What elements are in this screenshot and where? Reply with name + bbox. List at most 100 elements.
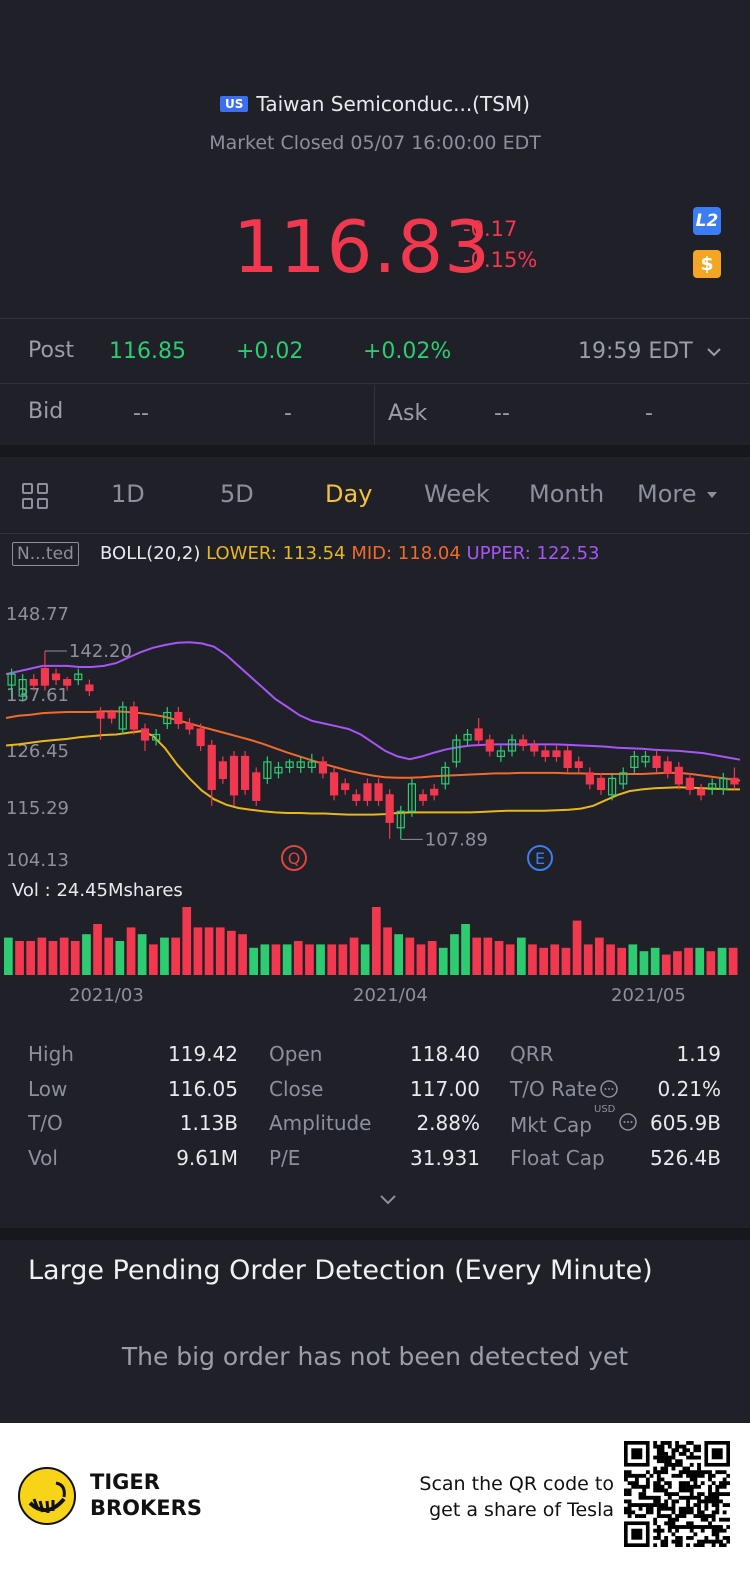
qr-module: [719, 1528, 723, 1533]
price-change-pct: -0.15%: [463, 248, 538, 272]
qr-module: [689, 1488, 694, 1493]
qr-module: [667, 1444, 672, 1449]
ask-size: -: [645, 401, 653, 426]
level2-icon[interactable]: L2: [693, 207, 721, 235]
candle-body: [263, 761, 272, 779]
volume-chart[interactable]: [0, 905, 750, 975]
volume-bar: [416, 944, 426, 975]
qr-module: [660, 1539, 665, 1544]
qr-module: [667, 1459, 672, 1464]
candle-body: [507, 739, 517, 752]
qr-module: [682, 1506, 687, 1511]
qr-module: [634, 1503, 639, 1507]
qr-module: [682, 1481, 687, 1486]
qr-module: [711, 1503, 716, 1507]
candle-body: [552, 750, 561, 758]
qr-code[interactable]: [624, 1441, 730, 1547]
stat-label: High: [28, 1042, 74, 1066]
tab-1d[interactable]: 1D: [111, 480, 145, 508]
qr-module: [689, 1477, 694, 1482]
qr-module: [667, 1525, 672, 1529]
qr-module: [645, 1510, 650, 1515]
qr-module: [656, 1473, 661, 1478]
qr-module: [642, 1514, 647, 1518]
qr-module: [675, 1536, 680, 1540]
candle-body: [463, 733, 472, 741]
qr-module: [693, 1444, 698, 1449]
qr-module: [624, 1506, 628, 1511]
qr-module: [624, 1488, 628, 1493]
boll-mid: MID: 118.04: [351, 543, 461, 564]
x-axis-label: 2021/05: [611, 985, 686, 1006]
qr-module: [697, 1455, 701, 1460]
caret-down-icon: [707, 492, 718, 498]
tab-week[interactable]: Week: [424, 480, 490, 508]
tab-5d[interactable]: 5D: [220, 480, 254, 508]
volume-bar: [82, 934, 91, 975]
qr-module: [664, 1543, 669, 1547]
qr-module: [715, 1528, 720, 1533]
volume-bar: [728, 947, 738, 975]
x-axis-label: 2021/04: [353, 985, 428, 1006]
volume-bar: [171, 937, 180, 975]
chart-layout-icon[interactable]: [22, 483, 50, 511]
candle-body: [674, 766, 683, 785]
indicator-badge[interactable]: N...ted: [12, 542, 79, 566]
qr-module: [708, 1521, 712, 1526]
qr-module: [634, 1481, 639, 1486]
qr-module: [682, 1444, 687, 1449]
qr-module: [653, 1536, 658, 1540]
volume-bar: [37, 937, 47, 975]
tab-more[interactable]: More: [637, 480, 718, 508]
qr-module: [660, 1543, 665, 1547]
qr-module: [719, 1525, 723, 1529]
qr-module: [642, 1473, 647, 1478]
price-chart[interactable]: 142.20 107.89 Q E: [0, 590, 750, 880]
candle-body: [418, 794, 428, 801]
qr-module: [678, 1473, 683, 1478]
qr-module: [693, 1448, 698, 1453]
dollar-icon[interactable]: $: [693, 250, 721, 278]
tab-day[interactable]: Day: [325, 480, 373, 508]
info-icon[interactable]: [618, 1112, 638, 1132]
candle-body: [396, 810, 405, 829]
volume-bar: [572, 920, 582, 975]
qr-module: [678, 1484, 683, 1489]
qr-module: [678, 1459, 683, 1464]
qr-module: [686, 1503, 690, 1507]
stat-label: Float Cap: [510, 1146, 605, 1170]
qr-module: [671, 1451, 676, 1456]
qr-module: [653, 1543, 658, 1547]
qr-module: [715, 1499, 720, 1504]
qr-module: [667, 1495, 672, 1500]
expand-chevron-icon[interactable]: [378, 1193, 398, 1207]
qr-module: [649, 1473, 654, 1478]
qr-module: [722, 1492, 727, 1497]
candle-body: [329, 772, 339, 796]
qr-module: [686, 1543, 690, 1547]
info-icon[interactable]: [599, 1079, 619, 1099]
qr-module: [693, 1455, 698, 1460]
qr-module: [627, 1488, 632, 1493]
post-time[interactable]: 19:59 EDT: [578, 339, 722, 364]
qr-module: [686, 1455, 690, 1460]
qr-module: [686, 1466, 690, 1471]
volume-bar: [706, 951, 716, 975]
qr-module: [653, 1481, 658, 1486]
qr-module: [624, 1492, 628, 1497]
candle-body: [730, 777, 739, 785]
qr-module: [627, 1510, 632, 1515]
qr-module: [715, 1492, 720, 1497]
qr-module: [653, 1521, 658, 1526]
min-price-label: 107.89: [425, 829, 488, 850]
candle-body: [296, 761, 305, 769]
volume-bar: [238, 934, 247, 975]
qr-module: [704, 1503, 709, 1507]
qr-module: [697, 1503, 701, 1507]
qr-module: [664, 1499, 669, 1504]
tab-month[interactable]: Month: [529, 480, 605, 508]
volume-bar: [338, 944, 348, 975]
qr-module: [675, 1444, 680, 1449]
qr-module: [686, 1510, 690, 1515]
tiger-logo: [18, 1467, 76, 1525]
